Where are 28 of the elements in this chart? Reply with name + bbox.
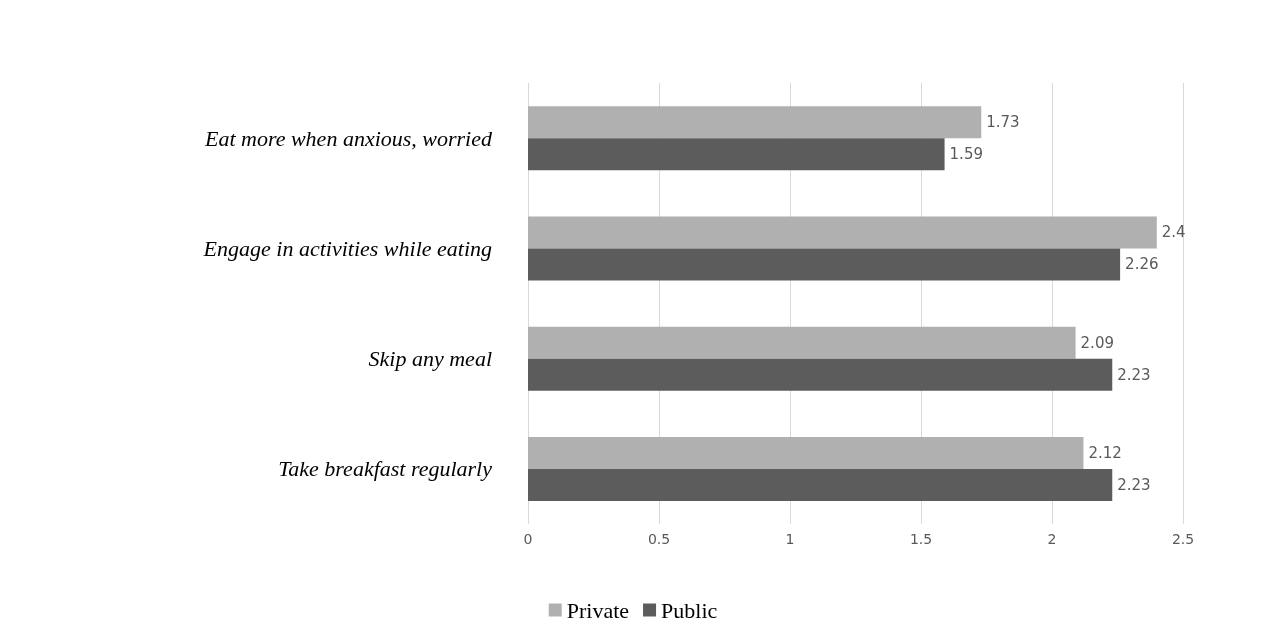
data-label: 2.12: [1088, 443, 1122, 462]
y-tick-label: Engage in activities while eating: [202, 235, 492, 261]
bar: [528, 216, 1157, 249]
data-label: 2.23: [1117, 365, 1151, 384]
y-tick-label: Skip any meal: [368, 346, 492, 372]
data-label: 2.26: [1125, 255, 1159, 274]
data-label: 1.73: [986, 113, 1020, 132]
x-tick-label: 2: [1047, 531, 1057, 547]
bar: [528, 436, 1084, 469]
x-tick-label: 1.5: [909, 531, 933, 547]
x-tick-label: 0: [523, 531, 533, 547]
legend-label: Public: [661, 597, 718, 623]
bar: [528, 326, 1076, 359]
x-tick-label: 2.5: [1171, 531, 1195, 547]
bar: [528, 138, 945, 171]
bar: [528, 248, 1121, 281]
data-label: 1.59: [949, 145, 983, 164]
y-tick-label: Take breakfast regularly: [278, 456, 493, 482]
data-label: 2.4: [1161, 223, 1186, 242]
data-label: 2.23: [1117, 475, 1151, 494]
bar: [528, 106, 982, 139]
x-tick-label: 1: [785, 531, 795, 547]
x-tick-label: 0.5: [647, 531, 671, 547]
bar: [528, 468, 1113, 501]
data-label: 2.09: [1080, 333, 1114, 352]
y-tick-label: Eat more when anxious, worried: [204, 125, 493, 151]
bar: [528, 358, 1113, 391]
legend-label: Private: [566, 597, 630, 623]
